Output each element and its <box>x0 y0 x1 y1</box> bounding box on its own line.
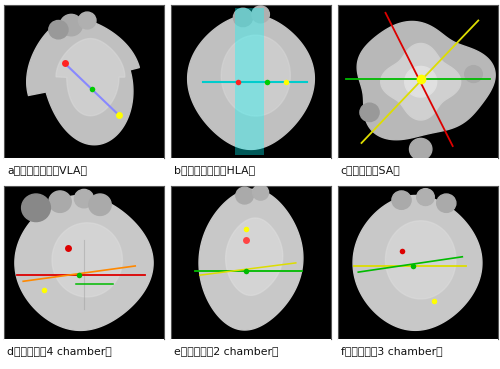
Circle shape <box>78 12 96 29</box>
Circle shape <box>49 191 71 213</box>
Circle shape <box>74 189 94 208</box>
Circle shape <box>410 138 432 160</box>
Circle shape <box>236 187 254 204</box>
Text: f：三腔像（3 chamber）: f：三腔像（3 chamber） <box>340 346 442 356</box>
Circle shape <box>464 66 482 83</box>
Polygon shape <box>56 38 125 116</box>
Circle shape <box>392 191 411 209</box>
Polygon shape <box>357 21 495 140</box>
Circle shape <box>22 194 50 221</box>
Circle shape <box>252 185 268 200</box>
Text: e：二腔像（2 chamber）: e：二腔像（2 chamber） <box>174 346 279 356</box>
Polygon shape <box>353 196 482 330</box>
Text: c：短軸像（SA）: c：短軸像（SA） <box>340 165 400 175</box>
Circle shape <box>436 194 456 213</box>
Polygon shape <box>386 221 456 299</box>
Polygon shape <box>26 18 140 145</box>
Polygon shape <box>380 44 460 120</box>
Circle shape <box>416 189 434 206</box>
Text: d：四腔像（4 chamber）: d：四腔像（4 chamber） <box>7 346 112 356</box>
Polygon shape <box>15 196 153 330</box>
Bar <box>235 8 264 155</box>
Circle shape <box>234 8 252 27</box>
Circle shape <box>360 103 379 121</box>
Circle shape <box>49 20 68 39</box>
Polygon shape <box>221 35 290 116</box>
Circle shape <box>252 6 270 23</box>
Polygon shape <box>226 218 283 295</box>
Circle shape <box>89 194 111 215</box>
Polygon shape <box>188 15 314 149</box>
Text: a：垂直長軸像（VLA）: a：垂直長軸像（VLA） <box>7 165 87 175</box>
Text: b：水平長軸像（HLA）: b：水平長軸像（HLA） <box>174 165 256 175</box>
Polygon shape <box>404 66 436 97</box>
Polygon shape <box>199 189 303 330</box>
Polygon shape <box>52 223 122 297</box>
Circle shape <box>60 14 82 36</box>
